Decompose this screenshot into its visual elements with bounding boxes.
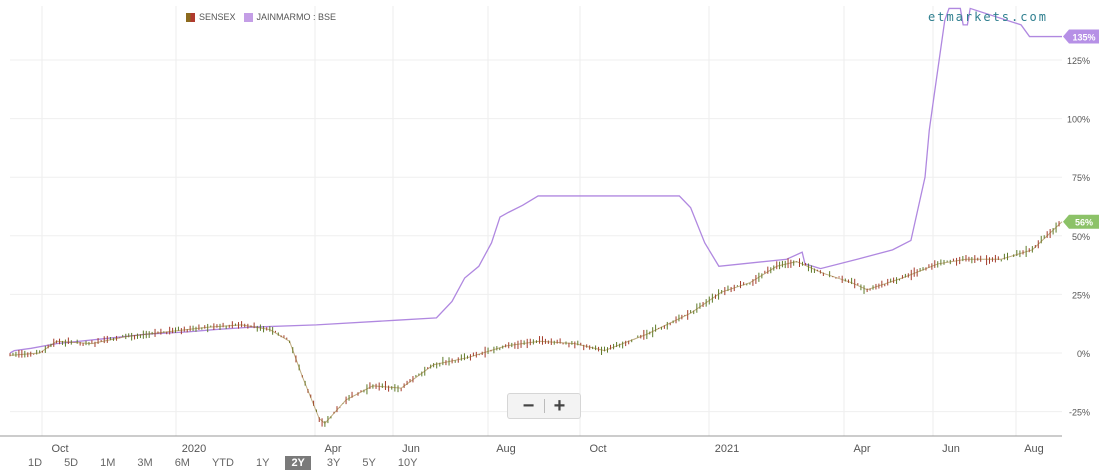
x-tick-label: 2021	[715, 443, 739, 455]
value-flag-shape	[1063, 214, 1099, 229]
value-flag-shape	[1063, 29, 1099, 44]
zoom-divider	[543, 399, 545, 413]
range-button-ytd[interactable]: YTD	[211, 457, 234, 469]
x-tick-label: Aug	[1024, 443, 1044, 455]
watermark-text: etmarkets.com	[928, 10, 1048, 24]
range-button-1y[interactable]: 1Y	[255, 457, 270, 469]
range-button-5d[interactable]: 5D	[64, 457, 79, 469]
zoom-control: − +	[507, 393, 581, 419]
sensex-line[interactable]	[9, 221, 1063, 425]
zoom-in-button[interactable]: +	[553, 395, 566, 417]
range-button-5y[interactable]: 5Y	[362, 457, 376, 469]
range-selector: 1D 5D 1M 3M 6M YTD 1Y 2Y 3Y 5Y 10Y	[22, 456, 433, 470]
x-tick-label: Jun	[942, 443, 960, 455]
y-tick-label: 0%	[1077, 349, 1090, 359]
range-button-1d[interactable]: 1D	[28, 457, 43, 469]
x-tick-label: Oct	[51, 443, 68, 455]
legend-label-sensex[interactable]: SENSEX	[199, 12, 236, 22]
range-button-6m[interactable]: 6M	[174, 457, 190, 469]
y-axis: -25% 0% 25% 50% 75% 100% 125%	[1067, 56, 1090, 418]
range-button-3y[interactable]: 3Y	[326, 457, 341, 469]
y-tick-label: 50%	[1072, 232, 1090, 242]
y-tick-label: -25%	[1069, 408, 1090, 418]
x-tick-label: Aug	[496, 443, 516, 455]
x-tick-label: Apr	[324, 443, 341, 455]
x-axis: Oct 2020 Apr Jun Aug Oct 2021 Apr Jun Aug	[0, 435, 1062, 455]
range-button-2y[interactable]: 2Y	[285, 456, 311, 470]
legend: SENSEX JAINMARMO : BSE	[186, 12, 336, 22]
value-flag-label: 135%	[1072, 33, 1095, 43]
sensex-last-value-flag: 56%	[1063, 214, 1099, 229]
zoom-out-button[interactable]: −	[522, 395, 535, 417]
x-tick-label: Oct	[589, 443, 606, 455]
last-value-labels: 135% 56%	[1063, 29, 1099, 229]
legend-swatch-sensex	[186, 12, 195, 22]
y-tick-label: 125%	[1067, 56, 1090, 66]
series-lines	[9, 7, 1063, 427]
legend-label-jainmarmo[interactable]: JAINMARMO : BSE	[256, 12, 337, 22]
range-button-10y[interactable]: 10Y	[397, 457, 418, 469]
value-flag-label: 56%	[1075, 218, 1093, 228]
x-tick-label: Apr	[853, 443, 870, 455]
legend-swatch-jainmarmo	[243, 12, 253, 22]
x-tick-label: 2020	[182, 443, 206, 455]
y-tick-label: 25%	[1072, 290, 1090, 300]
y-tick-label: 75%	[1072, 173, 1090, 183]
y-tick-label: 100%	[1067, 115, 1090, 125]
gridlines	[10, 6, 1062, 436]
jainmarmo-last-value-flag: 135%	[1063, 29, 1099, 44]
range-button-1m[interactable]: 1M	[100, 457, 116, 469]
x-tick-label: Jun	[402, 443, 420, 455]
range-button-3m[interactable]: 3M	[137, 457, 153, 469]
